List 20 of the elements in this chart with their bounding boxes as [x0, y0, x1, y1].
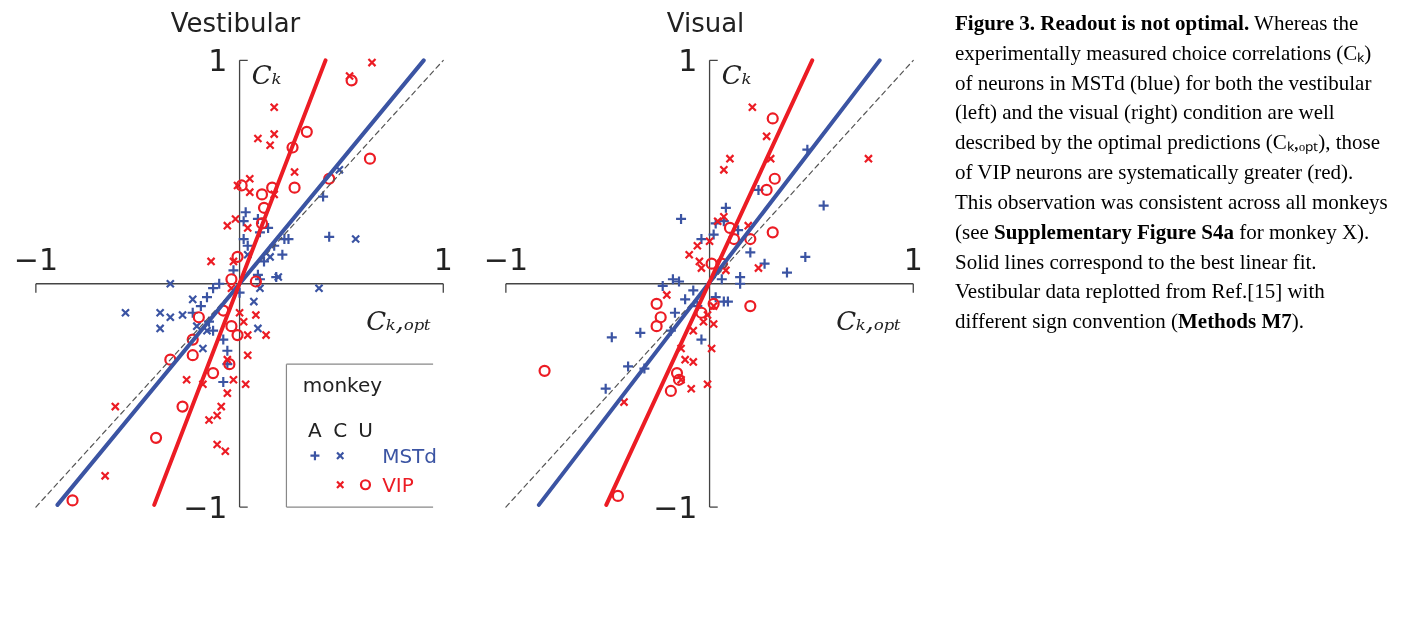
- x-tick-label: 1: [433, 242, 453, 278]
- annotation: A: [308, 417, 323, 442]
- y-axis-title: Cₖ: [721, 60, 752, 91]
- annotation: C: [333, 417, 348, 442]
- x-tick-label: 1: [903, 242, 923, 278]
- text: ).: [1291, 309, 1304, 334]
- legend-label: MSTd: [382, 443, 438, 468]
- annotation: U: [358, 417, 373, 442]
- chart-title: Vestibular: [170, 7, 301, 38]
- legend-title: monkey: [302, 373, 383, 398]
- x-tick-label: −1: [483, 242, 528, 278]
- x-axis-title: Cₖ,ₒₚₜ: [366, 306, 432, 337]
- text: Figure 3. Readout is not optimal.: [955, 11, 1250, 35]
- text: Methods M7: [1177, 309, 1292, 334]
- y-axis-title: Cₖ: [251, 60, 282, 91]
- legend-label: VIP: [382, 472, 414, 497]
- x-axis-title: Cₖ,ₒₚₜ: [836, 306, 902, 337]
- chart-title: Visual: [666, 7, 745, 38]
- x-tick-label: −1: [13, 242, 58, 278]
- text: Supplementary Figure S4a: [994, 219, 1235, 244]
